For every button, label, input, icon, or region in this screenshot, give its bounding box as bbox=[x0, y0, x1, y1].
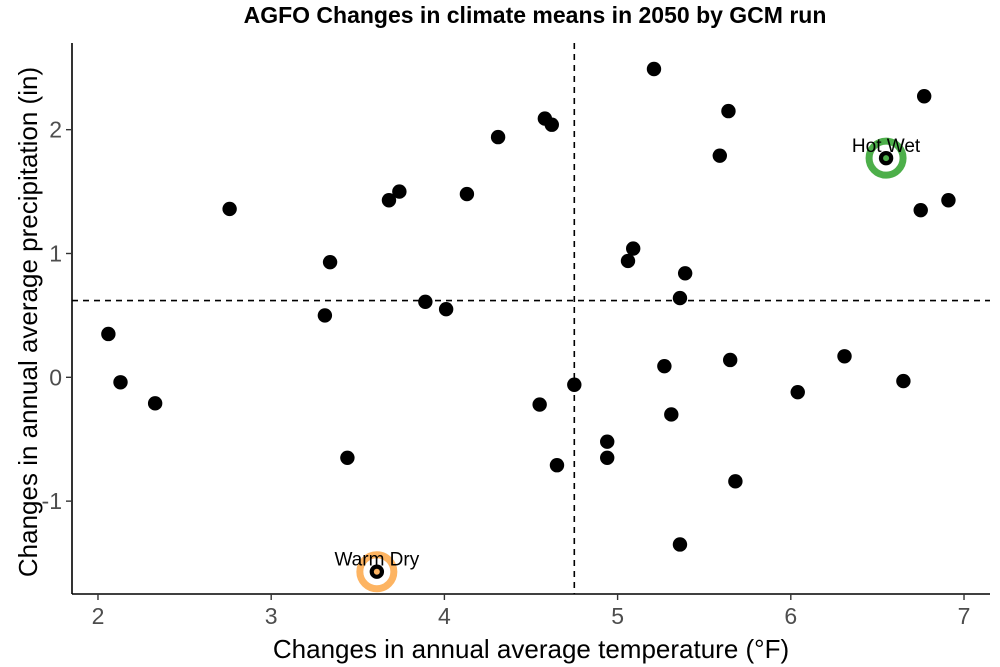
highlight-ring bbox=[356, 551, 398, 593]
data-point bbox=[728, 474, 743, 489]
data-point bbox=[657, 358, 672, 374]
data-point bbox=[322, 254, 338, 270]
highlight-ring bbox=[865, 137, 907, 179]
highlight-centers bbox=[373, 155, 890, 575]
x-tick-label: 5 bbox=[611, 603, 624, 629]
x-tick-label: 6 bbox=[784, 603, 797, 629]
data-point bbox=[532, 397, 547, 412]
data-point bbox=[664, 407, 679, 422]
data-point bbox=[722, 352, 738, 368]
annotation-label: Warm Dry bbox=[334, 550, 419, 571]
data-point bbox=[392, 184, 407, 199]
annotation-label: Hot Wet bbox=[852, 136, 921, 157]
data-point bbox=[620, 253, 636, 269]
y-tick-label: 2 bbox=[49, 117, 62, 143]
data-point bbox=[896, 373, 911, 389]
x-tick-label: 3 bbox=[265, 603, 278, 629]
y-tick-label: 1 bbox=[49, 240, 62, 266]
y-tick-label: -1 bbox=[42, 488, 62, 514]
data-point bbox=[418, 294, 433, 309]
data-point bbox=[941, 193, 956, 208]
data-point bbox=[567, 377, 582, 392]
data-point bbox=[916, 89, 932, 104]
highlight-center bbox=[883, 155, 890, 162]
data-point bbox=[317, 308, 333, 323]
data-point bbox=[712, 148, 727, 163]
data-point bbox=[672, 537, 688, 552]
data-point bbox=[381, 193, 397, 208]
data-point bbox=[147, 396, 163, 411]
data-point bbox=[459, 186, 475, 202]
data-point bbox=[600, 434, 615, 449]
data-points bbox=[101, 61, 956, 579]
x-tick-label: 7 bbox=[958, 603, 971, 629]
highlight-rings bbox=[356, 137, 907, 593]
data-point bbox=[837, 349, 852, 364]
x-axis-label: Changes in annual average temperature (°… bbox=[273, 634, 789, 664]
chart-title: AGFO Changes in climate means in 2050 by… bbox=[244, 2, 827, 28]
data-point bbox=[340, 450, 355, 465]
data-point bbox=[101, 326, 116, 342]
data-point bbox=[672, 290, 688, 306]
data-point bbox=[790, 384, 805, 400]
data-point bbox=[721, 103, 736, 119]
data-point bbox=[913, 202, 928, 218]
data-point bbox=[625, 241, 641, 256]
x-tick-label: 2 bbox=[92, 603, 105, 629]
annotations: Hot Wet Warm Dry bbox=[334, 136, 920, 571]
x-tick-label: 4 bbox=[438, 603, 451, 629]
highlight-center bbox=[373, 568, 380, 575]
data-point bbox=[549, 458, 565, 473]
data-point bbox=[646, 61, 662, 77]
data-point bbox=[438, 302, 454, 317]
data-point bbox=[113, 375, 128, 390]
data-point bbox=[600, 450, 615, 465]
data-point bbox=[490, 129, 506, 145]
data-point bbox=[677, 266, 693, 281]
y-tick-label: 0 bbox=[49, 364, 62, 390]
y-axis-label: Changes in annual average precipitation … bbox=[13, 67, 43, 577]
data-point bbox=[222, 201, 237, 217]
ticks: 2 3 4 5 6 7 -1 0 1 2 bbox=[42, 117, 971, 629]
data-point bbox=[544, 117, 559, 132]
axes bbox=[71, 43, 990, 595]
reference-lines bbox=[72, 43, 990, 594]
